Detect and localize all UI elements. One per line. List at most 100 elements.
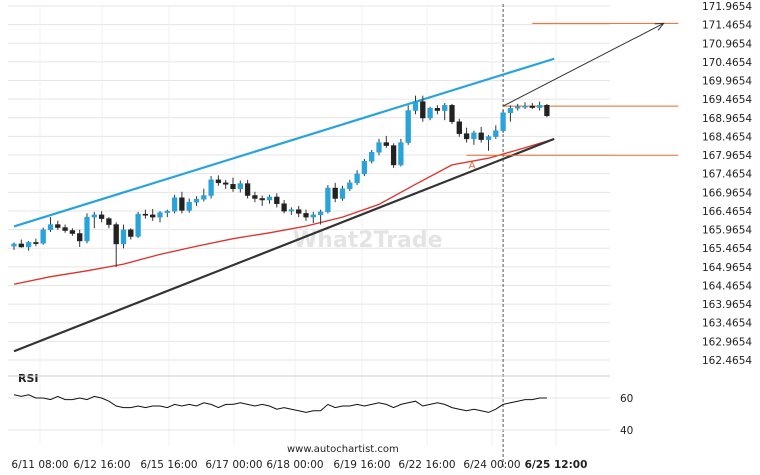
moving-average-line [13,138,555,285]
rsi-panel: 60 40 [8,375,633,437]
y-axis-labels: 171.9654 171.4654 170.9654 170.4654 169.9654… [702,1,752,367]
rsi-tick-label: 40 [620,425,633,437]
candle-body [412,101,419,111]
x-tick-label: 6/17 00:00 [205,459,262,471]
candle-body [427,108,433,119]
x-tick-label: 6/24 00:00 [463,459,520,471]
candle-body [215,179,222,184]
y-tick-label: 168.4654 [702,131,752,143]
rsi-tick-label: 60 [620,393,633,405]
y-tick-label: 165.9654 [702,225,752,237]
candle-body [288,209,295,212]
y-tick-label: 170.9654 [702,38,752,50]
candle-body [113,224,119,245]
candle-body [98,214,105,219]
candle-body [281,203,287,212]
candle-body [544,105,550,117]
y-tick-label: 171.9654 [702,1,752,13]
candle-body [120,229,127,245]
candle-body [150,214,156,218]
candle-body [33,242,39,244]
candle-body [463,133,470,140]
candle-body [230,184,236,190]
candle-body [529,105,535,108]
x-axis-labels: 6/11 08:00 6/12 16:00 6/15 16:00 6/17 00:00… [11,459,587,471]
candle-body [317,211,324,216]
x-tick-label: 6/22 16:00 [398,459,455,471]
rsi-line [13,394,547,413]
y-tick-label: 165.4654 [702,243,752,255]
trend-lines: A [13,4,679,468]
candle-body [186,201,192,211]
candle-body [69,230,76,234]
point-a-label: A [469,160,476,171]
candle-body [208,179,214,196]
candle-body [193,198,200,203]
candle-body [171,197,178,212]
candle-body [347,182,353,190]
y-tick-label: 169.4654 [702,94,752,106]
candle-body [303,213,309,218]
candle-body [135,213,141,237]
candle-body [266,196,273,201]
candle-body [515,106,521,109]
candle-body [252,195,258,199]
source-url: www.autochartist.com [287,444,399,455]
candle-body [84,216,90,242]
x-tick-label: 6/15 16:00 [140,459,197,471]
y-tick-label: 168.9654 [702,113,752,125]
candle-body [369,152,375,162]
y-tick-label: 166.9654 [702,187,752,199]
candle-body [361,160,368,175]
candle-body [405,110,411,143]
y-tick-label: 167.9654 [702,150,752,162]
y-tick-label: 167.4654 [702,169,752,181]
candle-body [91,214,97,218]
candle-body [442,105,448,111]
y-tick-label: 171.4654 [702,20,752,32]
candle-body [449,105,455,122]
y-tick-label: 170.4654 [702,57,752,69]
candle-body [376,142,382,153]
candle-body [106,218,112,225]
y-tick-label: 164.9654 [702,262,752,274]
candlesticks [11,95,550,268]
candle-body [77,233,83,242]
candle-body [274,196,280,204]
y-tick-label: 164.4654 [702,280,752,292]
candle-body [259,198,265,201]
candle-body [332,187,338,199]
candle-body [47,224,54,231]
candle-body [325,187,331,213]
candle-body [55,224,61,228]
candle-body [493,130,499,137]
y-tick-label: 162.4654 [702,355,752,367]
y-tick-label: 166.4654 [702,206,752,218]
candle-body [201,195,207,200]
candle-body [354,173,360,184]
gridlines [8,5,610,446]
x-tick-label: 6/19 16:00 [333,459,390,471]
y-tick-label: 169.9654 [702,76,752,88]
x-tick-label: 6/18 00:00 [266,459,323,471]
candle-body [478,132,484,140]
candle-body [244,183,251,196]
upper-channel-line [13,57,555,228]
x-tick-label: 6/25 12:00 [525,459,588,471]
candle-body [296,209,302,214]
candle-body [62,227,68,231]
candle-body [536,105,543,108]
y-tick-label: 162.9654 [702,336,752,348]
candle-body [507,108,514,114]
candle-body [128,229,134,237]
candle-body [237,183,243,190]
candle-body [383,142,389,146]
candle-body [223,182,229,185]
candle-body [522,105,528,108]
y-tick-label: 163.9654 [702,299,752,311]
candle-body [40,229,46,244]
x-tick-label: 6/12 16:00 [73,459,130,471]
candle-body [25,242,32,248]
